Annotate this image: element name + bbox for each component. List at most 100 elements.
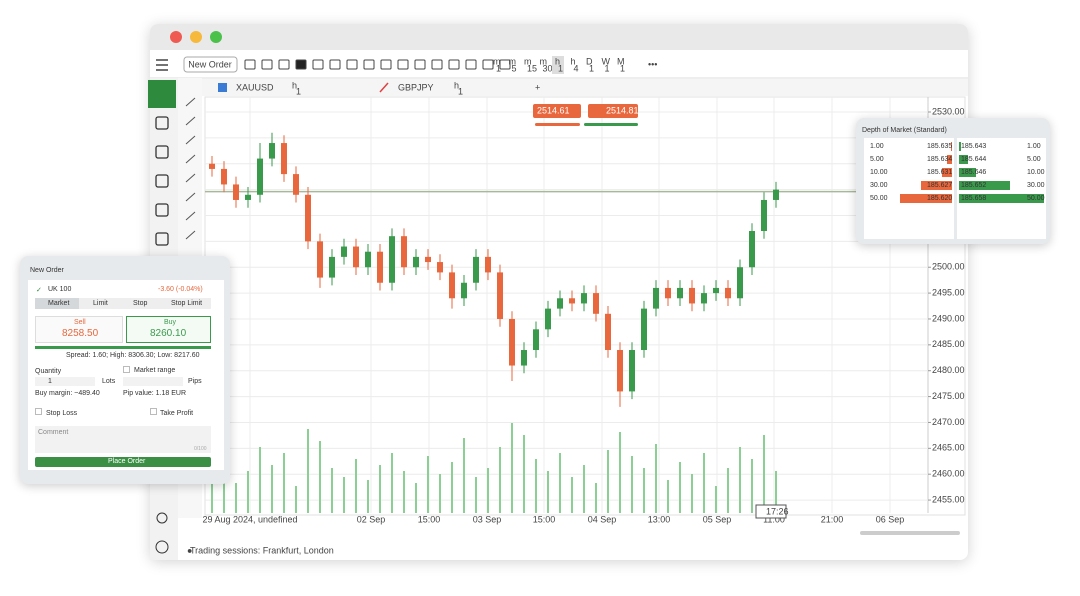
draw-tool[interactable] [185, 173, 196, 183]
toolbar-icon[interactable] [465, 59, 477, 70]
ask-qty: 50.00 [1027, 195, 1045, 202]
bid-qty: 30.00 [870, 182, 888, 189]
candle-body [581, 293, 587, 304]
tab[interactable]: Limit [93, 300, 108, 307]
tab[interactable]: Stop Limit [171, 300, 203, 307]
timeframe-count: 1 [558, 63, 563, 73]
settings-icon[interactable] [156, 512, 168, 524]
comment-label: Comment [38, 429, 69, 436]
close-dot[interactable] [170, 31, 182, 43]
ask-price: 185.646 [961, 169, 987, 176]
volume-bar [571, 477, 573, 513]
maximize-dot[interactable] [210, 31, 222, 43]
tab[interactable]: Market [48, 300, 70, 307]
sell-quick[interactable] [533, 104, 581, 118]
toolbar-icon[interactable] [295, 59, 307, 70]
toolbar-icon[interactable] [261, 59, 273, 70]
sidebar-icon[interactable] [155, 145, 169, 159]
volume-bar [331, 468, 333, 513]
chart-tool-active[interactable] [148, 80, 176, 108]
x-tick-label: 15:00 [533, 514, 556, 524]
candle-body [473, 256, 479, 283]
new-order-button[interactable] [183, 56, 238, 73]
draw-tool[interactable] [185, 230, 196, 240]
symbol: UK 100 [48, 286, 72, 293]
bid-bar [920, 181, 952, 190]
checkbox[interactable] [35, 408, 42, 415]
toolbar-icon[interactable] [499, 59, 511, 70]
candle-body [437, 262, 443, 273]
help-icon[interactable] [155, 540, 169, 554]
buy-price: 8260.10 [150, 328, 187, 339]
candle-body [557, 298, 563, 309]
volume-bar [595, 483, 597, 513]
candle-body [533, 329, 539, 351]
buy-label: Buy [164, 319, 177, 326]
candle-body [209, 163, 215, 169]
footer: Trading sessions: Frankfurt, London [190, 545, 334, 555]
draw-tool[interactable] [185, 97, 196, 107]
sidebar-icon[interactable] [155, 203, 169, 217]
toolbar-icon[interactable] [431, 59, 443, 70]
draw-tool[interactable] [185, 135, 196, 145]
sell-bar [535, 123, 580, 126]
toolbar-icon[interactable] [448, 59, 460, 70]
toolbar-icon[interactable] [414, 59, 426, 70]
y-tick-label: 2455.00 [932, 494, 965, 504]
spread-bar [35, 346, 211, 349]
buy-quick[interactable] [588, 104, 638, 118]
title-bar [150, 24, 968, 50]
buy-bar [584, 123, 638, 126]
sidebar-icon[interactable] [155, 232, 169, 246]
pips-input[interactable] [123, 377, 183, 386]
checkbox[interactable] [123, 366, 130, 373]
bid-qty: 1.00 [870, 143, 884, 150]
qty-input[interactable] [35, 377, 95, 386]
volume-bar [775, 471, 777, 513]
draw-tool[interactable] [185, 154, 196, 164]
sell-button[interactable] [35, 316, 123, 343]
volume-bar [559, 453, 561, 513]
menu-icon[interactable] [156, 59, 168, 71]
tab[interactable]: Stop [133, 300, 148, 307]
add-tab[interactable]: + [535, 82, 540, 92]
draw-tool[interactable] [185, 192, 196, 202]
x-tick-label: 02 Sep [357, 514, 386, 524]
timeframe-unit: h [571, 56, 576, 66]
ask-bar [959, 181, 1010, 190]
sidebar-icon[interactable] [155, 116, 169, 130]
scrollbar[interactable] [860, 531, 960, 535]
y-tick-label: 2495.00 [932, 287, 965, 297]
volume-bar [763, 435, 765, 513]
toolbar-icon[interactable] [397, 59, 409, 70]
x-tick-label: 05 Sep [703, 514, 732, 524]
draw-tool[interactable] [185, 116, 196, 126]
timeframe-active [552, 56, 564, 74]
checkbox[interactable] [150, 408, 157, 415]
sidebar-icon[interactable] [155, 174, 169, 188]
minimize-dot[interactable] [190, 31, 202, 43]
timeframe-count: 4 [574, 63, 579, 73]
tab-active [35, 298, 79, 309]
timeframe-count: 1 [605, 63, 610, 73]
candle-body [521, 350, 527, 366]
toolbar-icon[interactable] [329, 59, 341, 70]
sell-label: Sell [74, 319, 86, 326]
toolbar-icon[interactable] [482, 59, 494, 70]
x-tick-label: 03 Sep [473, 514, 502, 524]
toolbar-icon[interactable] [244, 59, 256, 70]
volume-bar [643, 468, 645, 513]
toolbar-icon[interactable] [278, 59, 290, 70]
toolbar-icon[interactable] [380, 59, 392, 70]
toolbar-icon[interactable] [312, 59, 324, 70]
x-tick-label: 04 Sep [588, 514, 617, 524]
candle-body [509, 318, 515, 366]
y-tick-label: 2470.00 [932, 417, 965, 427]
timeframe-count: 1 [620, 63, 625, 73]
toolbar-icon[interactable] [363, 59, 375, 70]
place-order-button[interactable] [35, 457, 211, 467]
toolbar-icon[interactable] [346, 59, 358, 70]
draw-tool[interactable] [185, 211, 196, 221]
buy-button[interactable] [126, 316, 211, 343]
comment-box[interactable] [35, 426, 211, 453]
